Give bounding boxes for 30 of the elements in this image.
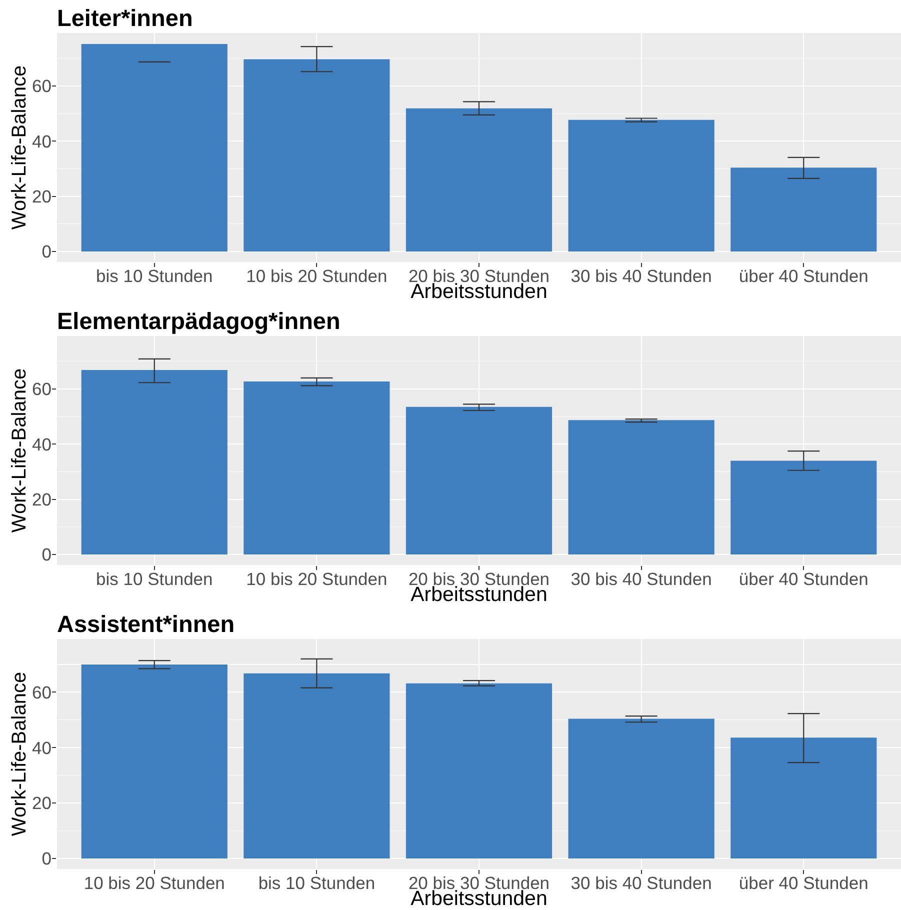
x-tick-label: über 40 Stunden — [738, 569, 868, 589]
y-tick-label: 40 — [32, 738, 52, 758]
x-tick-label: 30 bis 40 Stunden — [570, 569, 712, 589]
y-tick-label: 0 — [42, 242, 52, 262]
y-tick-label: 60 — [32, 379, 52, 400]
y-tick-label: 20 — [32, 489, 52, 510]
x-tick-label: über 40 Stunden — [738, 266, 868, 286]
x-tick-label: 10 bis 20 Stunden — [246, 266, 388, 286]
chart-title: Assistent*innen — [57, 611, 235, 638]
x-tick-label: bis 10 Stunden — [258, 873, 376, 893]
y-tick-label: 20 — [32, 186, 52, 206]
x-tick-label: 30 bis 40 Stunden — [570, 266, 712, 286]
y-tick-label: 0 — [42, 544, 52, 565]
x-tick-label: bis 10 Stunden — [96, 266, 213, 286]
chart-title: Elementarpädagog*innen — [57, 308, 340, 334]
x-tick-label: 10 bis 20 Stunden — [84, 873, 225, 893]
y-axis-title: Work-Life-Balance — [8, 672, 31, 836]
chart-title: Leiter*innen — [57, 5, 193, 32]
x-tick-label: bis 10 Stunden — [96, 569, 213, 589]
x-tick-label: 10 bis 20 Stunden — [246, 569, 388, 589]
y-axis-title: Work-Life-Balance — [8, 368, 31, 533]
y-tick-label: 20 — [32, 793, 52, 814]
x-tick-label: 30 bis 40 Stunden — [570, 873, 712, 893]
y-tick-label: 0 — [42, 848, 52, 869]
x-tick-label: über 40 Stunden — [738, 873, 868, 893]
y-axis-title: Work-Life-Balance — [8, 65, 31, 230]
y-tick-label: 40 — [32, 434, 52, 454]
y-tick-label: 40 — [32, 131, 52, 152]
y-tick-label: 60 — [32, 76, 52, 96]
y-tick-label: 60 — [32, 682, 52, 702]
